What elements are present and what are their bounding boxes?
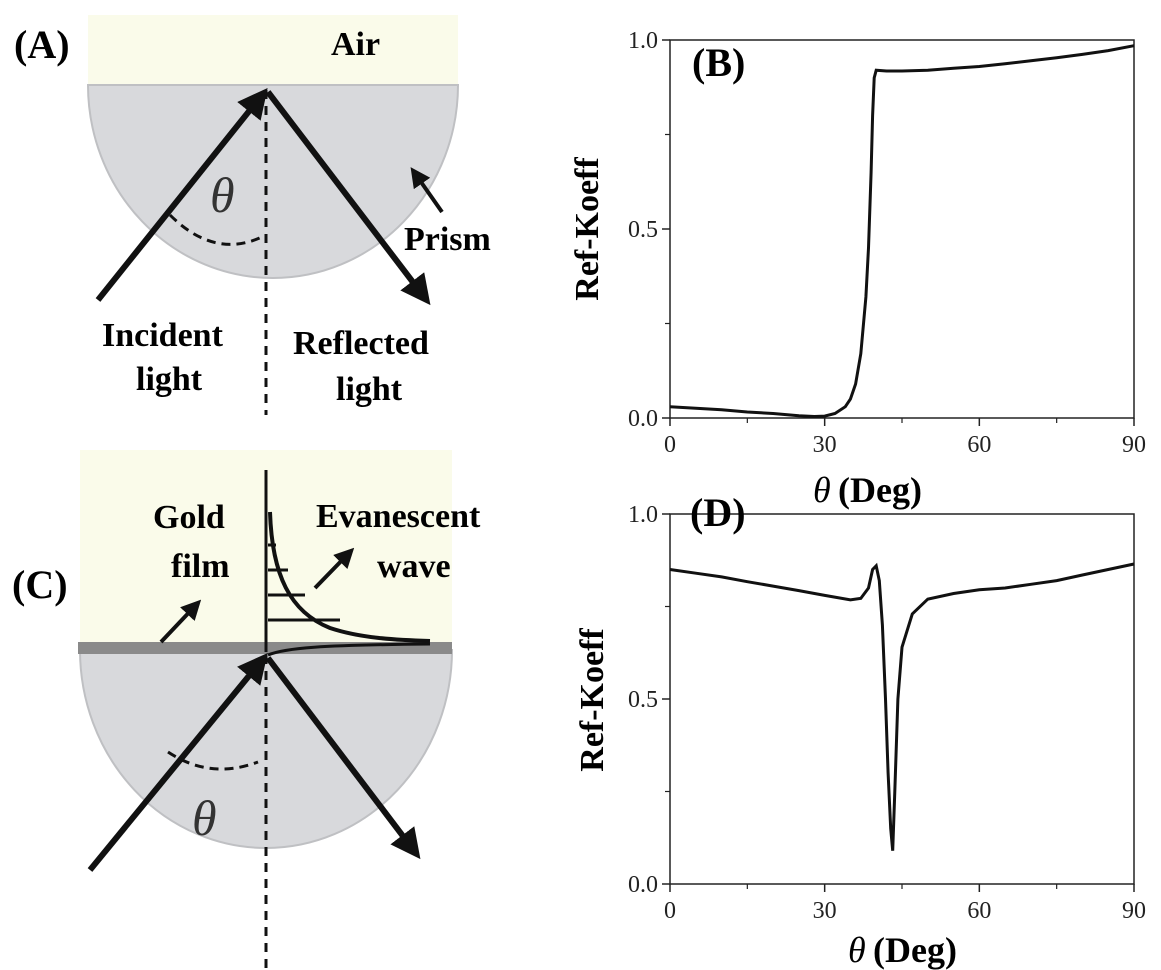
reflected-label-line1: Reflected (293, 325, 429, 362)
panel-a: (A) Air θ Prism Incident light Reflected… (14, 15, 491, 415)
x-tick-label: 0 (664, 898, 676, 924)
ticks-layer: 0 30 60 90 0.0 0.5 1.0 (628, 28, 1146, 458)
panel-d-label: (D) (690, 490, 746, 535)
prism-pointer-arrow (410, 167, 444, 214)
incident-label-line2: light (136, 361, 203, 398)
chart-panel-b: (B) Ref-Koeff θ (Deg) 0 30 60 90 0.0 0.5 1.0 (569, 28, 1146, 510)
evanescent-hatching (268, 543, 340, 622)
reflected-ray (265, 656, 421, 860)
panel-c-label: (C) (12, 562, 68, 607)
reflected-ray (265, 90, 431, 306)
x-tick-label: 30 (813, 898, 837, 924)
plot-area-frame (669, 513, 1135, 885)
x-axis-title: (Deg) (873, 930, 957, 970)
x-tick-label: 60 (967, 898, 991, 924)
incident-ray (87, 653, 268, 872)
prism-hemisphere (86, 84, 460, 279)
incident-label-line1: Incident (102, 317, 224, 354)
x-axis-title: (Deg) (838, 470, 922, 510)
x-tick-label: 60 (967, 432, 991, 458)
evanescent-label-line2: wave (377, 548, 451, 585)
x-tick-label: 0 (664, 432, 676, 458)
evanescent-pointer-arrow (313, 547, 355, 590)
prism-label: Prism (404, 221, 491, 258)
x-axis-title-symbol: θ (848, 930, 866, 970)
y-tick-label: 0.0 (628, 406, 658, 432)
x-tick-label: 90 (1122, 432, 1146, 458)
x-tick-label: 30 (813, 432, 837, 458)
panel-c: (C) Gold film Evanescent wave θ (12, 450, 481, 970)
incident-ray (95, 87, 268, 302)
x-tick-label: 90 (1122, 898, 1146, 924)
y-axis-title: Ref-Koeff (569, 157, 606, 301)
series-line (669, 562, 1135, 851)
y-tick-label: 0.5 (628, 217, 658, 243)
evanescent-label-line1: Evanescent (316, 498, 481, 535)
plot-area-frame (669, 39, 1135, 419)
angle-theta-label: θ (192, 790, 217, 846)
angle-theta-label: θ (210, 167, 235, 223)
evanescent-decay-curve (268, 511, 431, 643)
air-region (88, 15, 458, 85)
angle-arc (167, 750, 259, 771)
y-tick-label: 0.5 (628, 687, 658, 713)
gold-label-line2: film (171, 548, 230, 585)
series-line (669, 44, 1135, 419)
y-tick-label: 1.0 (628, 28, 658, 54)
air-label: Air (331, 26, 380, 63)
panel-a-label: (A) (14, 22, 70, 67)
chart-panel-d: (D) Ref-Koeff θ (Deg) 0 30 60 90 0.0 0.5 1.0 (574, 490, 1146, 970)
evanescent-lower-curve (267, 642, 431, 657)
y-tick-label: 0.0 (628, 872, 658, 898)
prism-hemisphere (78, 649, 454, 849)
y-axis-title: Ref-Koeff (574, 628, 611, 772)
reflected-label-line2: light (336, 371, 403, 408)
panel-b-label: (B) (692, 40, 745, 85)
gold-film-pointer-arrow (159, 599, 202, 644)
x-axis-title-symbol: θ (813, 470, 831, 510)
ticks-layer: 0 30 60 90 0.0 0.5 1.0 (628, 502, 1146, 924)
angle-arc (168, 213, 265, 246)
y-tick-label: 1.0 (628, 502, 658, 528)
gold-label-line1: Gold (153, 499, 225, 536)
